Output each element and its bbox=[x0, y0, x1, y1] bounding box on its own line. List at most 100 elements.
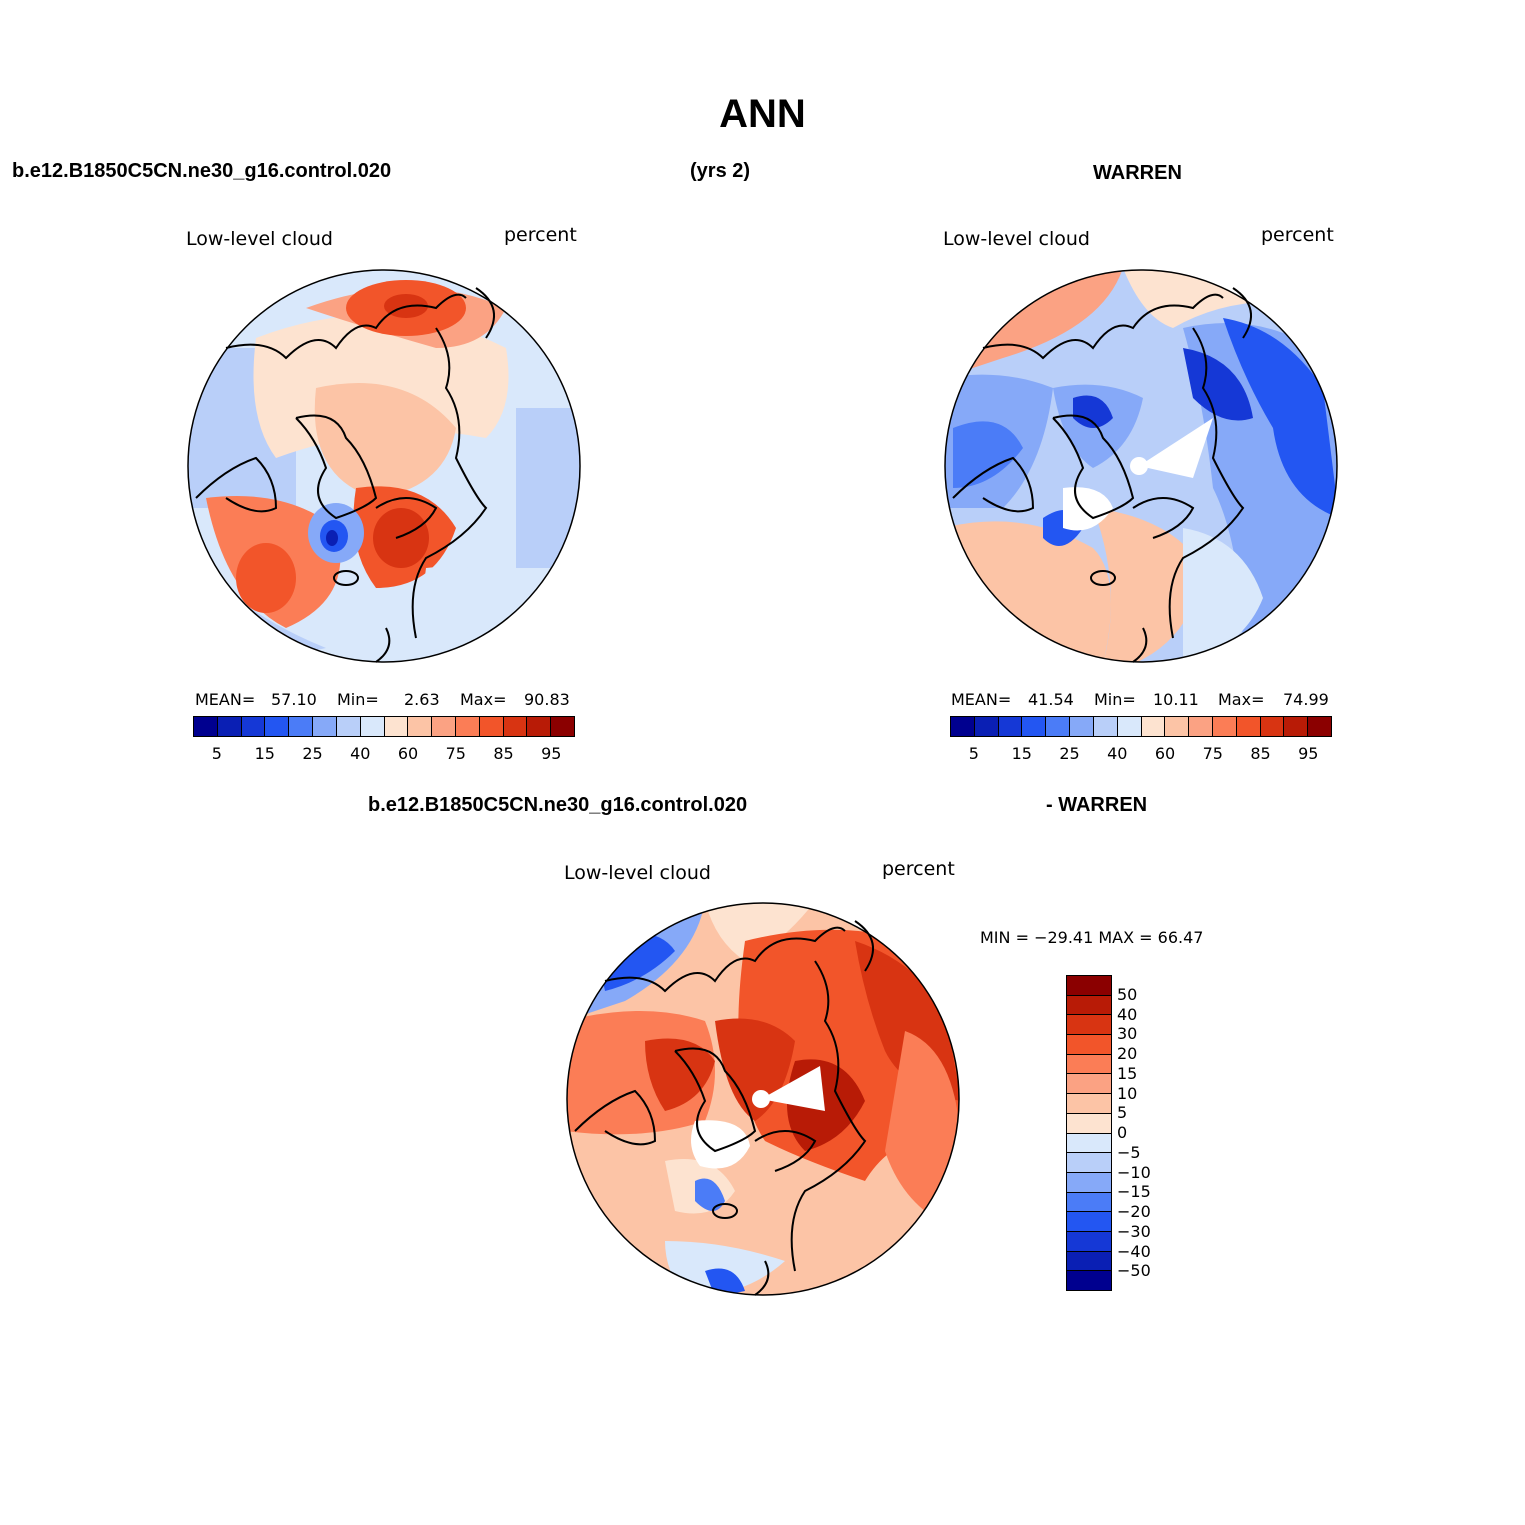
colorbar-swatch bbox=[360, 717, 385, 736]
colorbar-swatch bbox=[1093, 717, 1118, 736]
model-min-label: Min= bbox=[337, 690, 379, 709]
colorbar-tick-label: 15 bbox=[1117, 1063, 1138, 1083]
model-min-value: 2.63 bbox=[404, 690, 440, 709]
colorbar-swatch bbox=[1212, 717, 1237, 736]
colorbar-tick-label: 85 bbox=[493, 744, 514, 763]
colorbar-swatch bbox=[479, 717, 504, 736]
colorbar-swatch bbox=[1067, 1035, 1111, 1055]
colorbar-tick-label: −50 bbox=[1117, 1261, 1151, 1281]
colorbar-tick-label: 95 bbox=[1298, 744, 1319, 763]
colorbar-swatch bbox=[1067, 1192, 1111, 1213]
colorbar-tick-label: −5 bbox=[1117, 1142, 1141, 1162]
colorbar-tick-label: 75 bbox=[445, 744, 466, 763]
colorbar-swatch bbox=[1067, 1133, 1111, 1154]
years-header: (yrs 2) bbox=[690, 160, 751, 182]
diff-units-label: percent bbox=[882, 858, 955, 880]
colorbar-tick-label: 5 bbox=[968, 744, 979, 763]
model-mean-value: 57.10 bbox=[271, 690, 317, 709]
obs-min-value: 10.11 bbox=[1153, 690, 1199, 709]
colorbar-swatch bbox=[1189, 717, 1213, 736]
colorbar-tick-label: 10 bbox=[1117, 1083, 1138, 1103]
colorbar-swatch bbox=[1284, 717, 1309, 736]
colorbar-swatch bbox=[1067, 1251, 1111, 1272]
colorbar-tick-label: 75 bbox=[1202, 744, 1223, 763]
colorbar-tick-label: 20 bbox=[1117, 1044, 1138, 1063]
colorbar-swatch bbox=[974, 717, 999, 736]
colorbar-tick-label: 40 bbox=[1117, 1004, 1138, 1024]
colorbar-tick-label: 15 bbox=[1011, 744, 1032, 763]
colorbar-swatch bbox=[1022, 717, 1047, 736]
colorbar-tick-label: 25 bbox=[302, 744, 323, 763]
colorbar-swatch bbox=[1165, 717, 1190, 736]
model-mean-label: MEAN= bbox=[195, 690, 256, 709]
diff-obs-header: - WARREN bbox=[1046, 794, 1148, 816]
model-max-value: 90.83 bbox=[524, 690, 570, 709]
colorbar-tick-label: −20 bbox=[1117, 1202, 1151, 1221]
model-variable-label: Low-level cloud bbox=[186, 228, 333, 250]
colorbar-swatch bbox=[998, 717, 1023, 736]
colorbar-swatch bbox=[1067, 995, 1111, 1016]
obs-max-value: 74.99 bbox=[1283, 690, 1329, 709]
colorbar-swatch bbox=[265, 717, 290, 736]
colorbar-tick-label: 0 bbox=[1117, 1123, 1128, 1142]
colorbar-tick-label: 25 bbox=[1059, 744, 1080, 763]
model-polar-map bbox=[187, 269, 581, 663]
obs-variable-label: Low-level cloud bbox=[943, 228, 1090, 250]
colorbar-tick-label: 30 bbox=[1117, 1024, 1138, 1044]
colorbar-tick-label: −10 bbox=[1117, 1162, 1151, 1182]
model-units-label: percent bbox=[504, 224, 577, 246]
colorbar-tick-label: 60 bbox=[397, 744, 419, 763]
colorbar-swatch bbox=[1070, 717, 1094, 736]
colorbar-swatch bbox=[455, 717, 480, 736]
diff-colorbar bbox=[1066, 975, 1112, 1291]
obs-units-label: percent bbox=[1261, 224, 1334, 246]
case-name-header: b.e12.B1850C5CN.ne30_g16.control.020 bbox=[12, 160, 392, 182]
colorbar-swatch bbox=[1067, 1212, 1111, 1232]
colorbar-swatch bbox=[1141, 717, 1166, 736]
colorbar-swatch bbox=[408, 717, 433, 736]
colorbar-swatch bbox=[1067, 1113, 1111, 1134]
colorbar-tick-label: 40 bbox=[350, 744, 371, 763]
colorbar-swatch bbox=[1067, 1074, 1111, 1095]
colorbar-swatch bbox=[1067, 1094, 1111, 1114]
obs-min-label: Min= bbox=[1094, 690, 1136, 709]
colorbar-tick-label: 60 bbox=[1154, 744, 1176, 763]
colorbar-swatch bbox=[1308, 717, 1331, 736]
colorbar-swatch bbox=[384, 717, 409, 736]
diff-case-header: b.e12.B1850C5CN.ne30_g16.control.020 bbox=[368, 794, 748, 816]
colorbar-swatch bbox=[336, 717, 361, 736]
colorbar-swatch bbox=[1067, 1054, 1111, 1075]
obs-max-label: Max= bbox=[1218, 690, 1265, 709]
colorbar-swatch bbox=[527, 717, 552, 736]
diff-polar-map bbox=[566, 902, 960, 1296]
colorbar-swatch bbox=[241, 717, 266, 736]
obs-name-header: WARREN bbox=[1093, 162, 1182, 184]
colorbar-tick-label: 50 bbox=[1117, 984, 1138, 1004]
colorbar-swatch bbox=[1067, 976, 1111, 996]
colorbar-swatch bbox=[1067, 1153, 1111, 1173]
colorbar-swatch bbox=[194, 717, 218, 736]
colorbar-tick-label: −30 bbox=[1117, 1221, 1151, 1241]
diff-minmax-text: MIN = −29.41 MAX = 66.47 bbox=[980, 928, 1204, 947]
colorbar-swatch bbox=[951, 717, 975, 736]
colorbar-swatch bbox=[289, 717, 314, 736]
obs-polar-map bbox=[944, 269, 1338, 663]
colorbar-swatch bbox=[217, 717, 242, 736]
colorbar-swatch bbox=[313, 717, 337, 736]
colorbar-swatch bbox=[1117, 717, 1142, 736]
colorbar-swatch bbox=[1260, 717, 1285, 736]
colorbar-tick-label: −40 bbox=[1117, 1241, 1151, 1261]
colorbar-tick-label: 5 bbox=[1117, 1103, 1128, 1123]
colorbar-tick-label: 95 bbox=[541, 744, 562, 763]
diff-variable-label: Low-level cloud bbox=[564, 862, 711, 884]
colorbar-swatch bbox=[1067, 1015, 1111, 1036]
colorbar-tick-label: −15 bbox=[1117, 1182, 1151, 1202]
colorbar-swatch bbox=[1067, 1231, 1111, 1252]
colorbar-swatch bbox=[1046, 717, 1071, 736]
colorbar-swatch bbox=[1067, 1172, 1111, 1193]
colorbar-tick-label: 5 bbox=[211, 744, 222, 763]
model-max-label: Max= bbox=[460, 690, 507, 709]
obs-mean-label: MEAN= bbox=[951, 690, 1012, 709]
obs-colorbar bbox=[950, 716, 1332, 737]
colorbar-tick-label: 15 bbox=[254, 744, 275, 763]
